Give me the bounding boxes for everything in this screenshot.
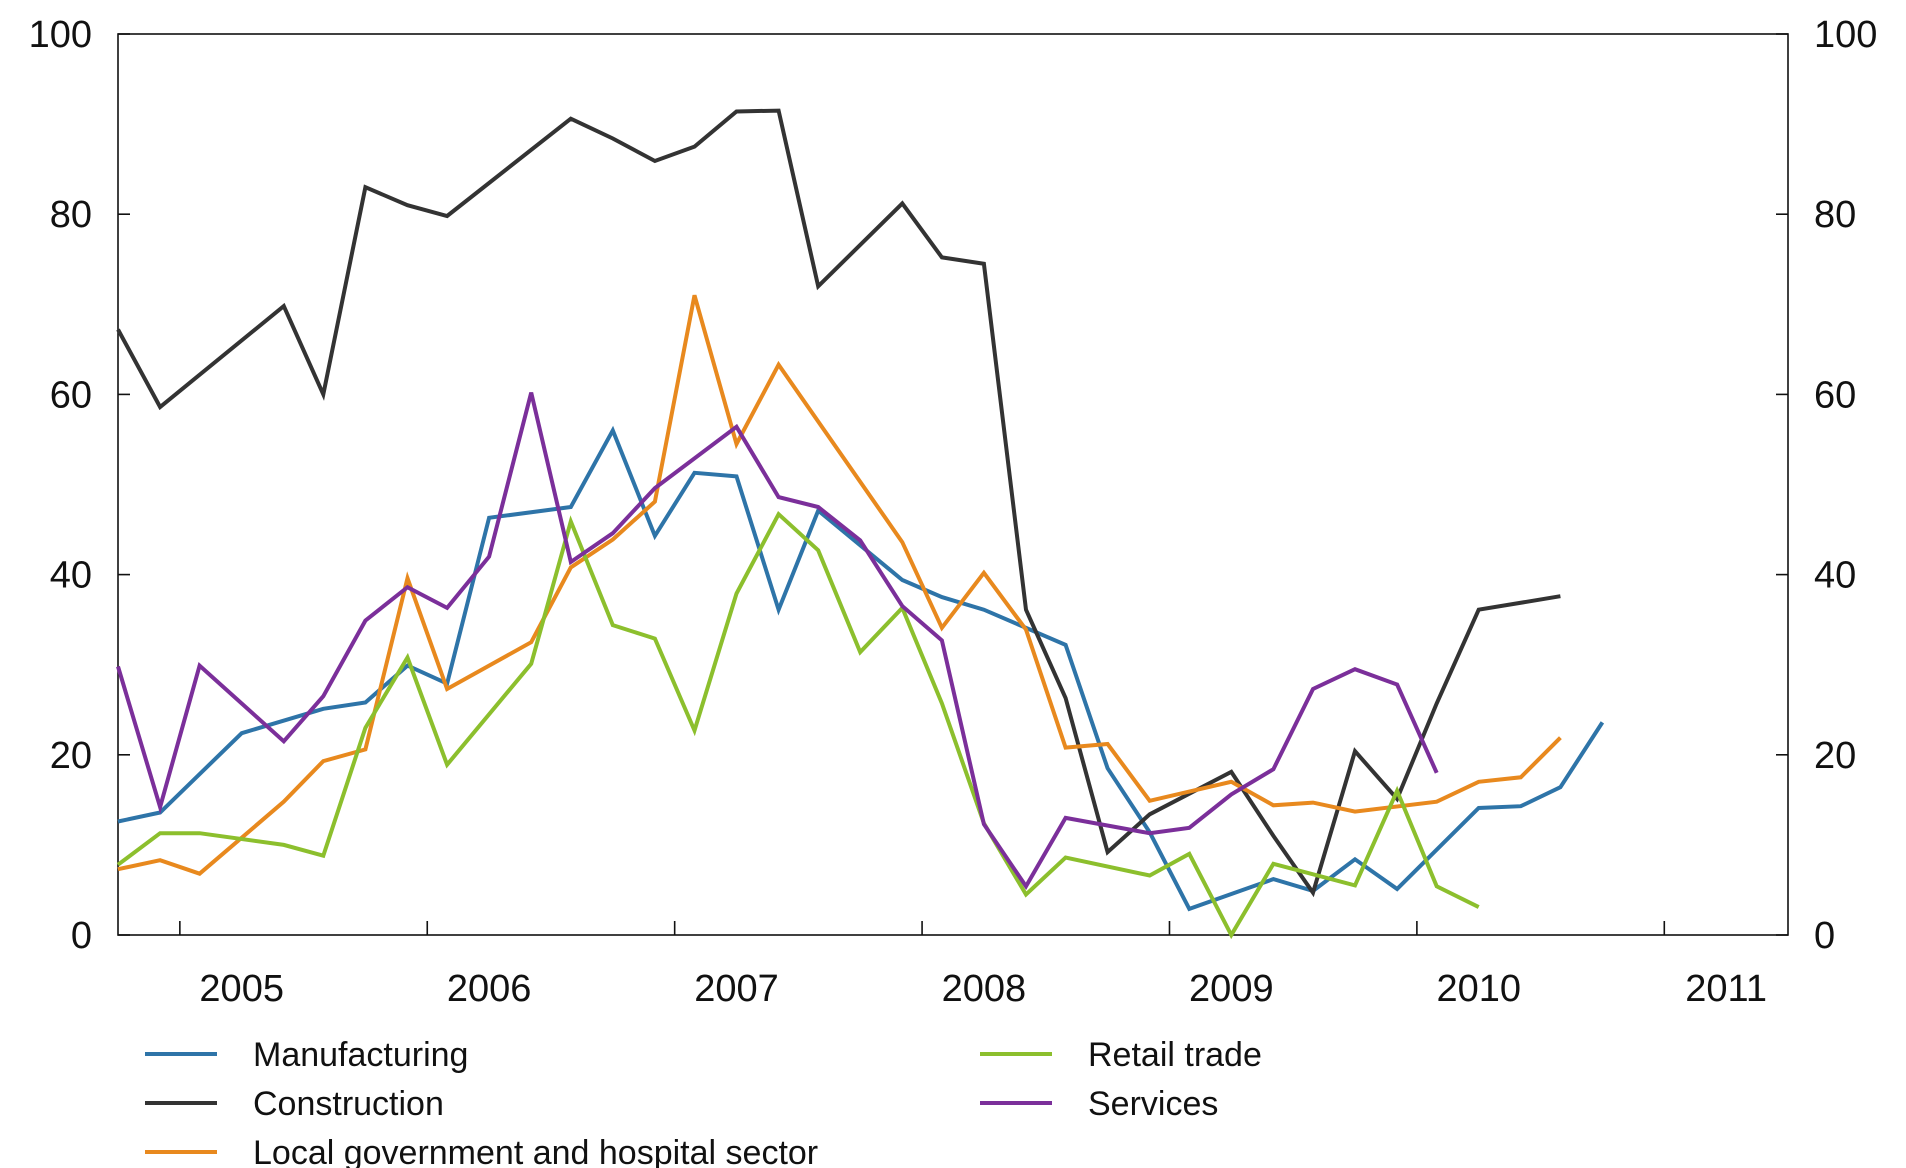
legend-item: Retail trade — [980, 1036, 1262, 1074]
y-tick-label-right: 100 — [1814, 14, 1877, 56]
y-tick-label-left: 0 — [71, 915, 92, 957]
y-tick-label-left: 60 — [50, 374, 92, 416]
x-tick-label: 2010 — [1436, 968, 1521, 1010]
y-tick-label-left: 20 — [50, 735, 92, 777]
series-line-construction — [116, 108, 1561, 898]
series-lines — [116, 108, 1605, 940]
legend-item: Construction — [145, 1085, 444, 1123]
legend-item: Manufacturing — [145, 1036, 468, 1074]
legend-label: Services — [1088, 1085, 1218, 1123]
y-tick-label-right: 60 — [1814, 374, 1856, 416]
legend: Manufacturing Construction Local governmen… — [145, 1036, 1262, 1168]
x-axis: 2005 2006 2007 2008 2009 2010 2011 — [179, 921, 1767, 1010]
legend-item: Services — [980, 1085, 1218, 1123]
x-tick-label: 2008 — [942, 968, 1027, 1010]
y-tick-label-right: 20 — [1814, 735, 1856, 777]
series-line-services — [116, 392, 1439, 891]
legend-label: Retail trade — [1088, 1036, 1262, 1074]
y-tick-label-right: 40 — [1814, 555, 1856, 597]
x-tick-label: 2007 — [694, 968, 779, 1010]
y-axis-right: 0 20 40 60 80 100 — [1776, 14, 1877, 957]
x-tick-label: 2009 — [1189, 968, 1274, 1010]
series-line-retail-trade — [116, 510, 1480, 940]
x-tick-label: 2006 — [447, 968, 532, 1010]
y-axis-left: 0 20 40 60 80 100 — [29, 14, 130, 957]
x-tick-label: 2005 — [199, 968, 284, 1010]
legend-item: Local government and hospital sector — [145, 1134, 818, 1168]
y-tick-label-right: 0 — [1814, 915, 1835, 957]
y-tick-label-right: 80 — [1814, 194, 1856, 236]
plot-area — [117, 33, 1789, 936]
y-tick-label-left: 40 — [50, 555, 92, 597]
legend-label: Manufacturing — [253, 1036, 468, 1074]
y-tick-label-left: 100 — [29, 14, 92, 56]
series-line-manufacturing — [117, 425, 1605, 912]
legend-label: Construction — [253, 1085, 444, 1123]
legend-label: Local government and hospital sector — [253, 1134, 818, 1168]
x-tick-label: 2011 — [1685, 968, 1767, 1010]
plot-border — [117, 33, 1789, 936]
y-tick-label-left: 80 — [50, 194, 92, 236]
